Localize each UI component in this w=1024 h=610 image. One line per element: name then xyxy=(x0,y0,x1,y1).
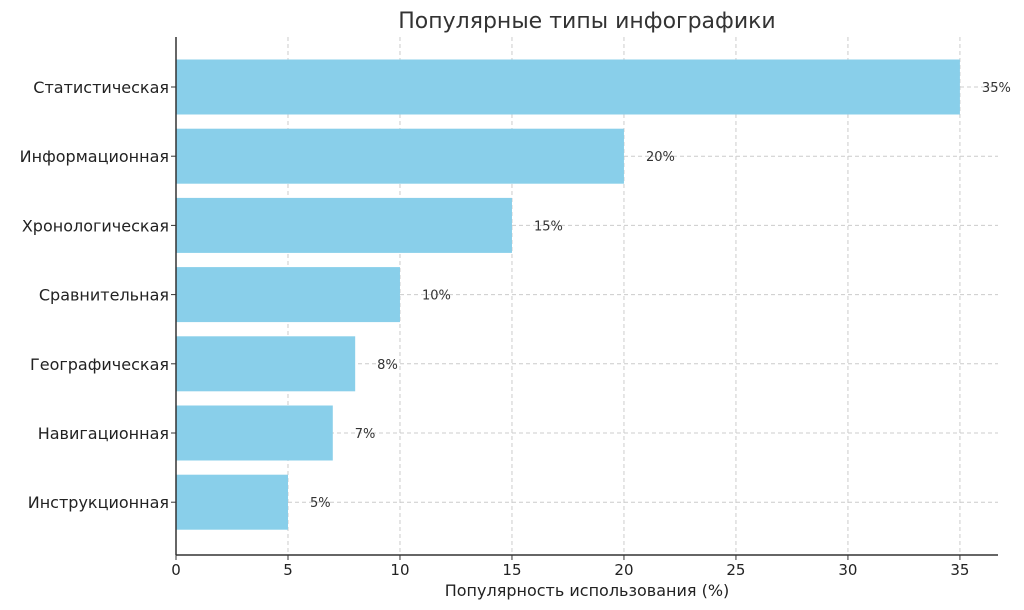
category-label: Инструкционная xyxy=(28,493,169,512)
x-tick-label: 10 xyxy=(390,561,409,579)
x-ticks: 0 5 10 15 20 25 30 35 xyxy=(171,555,969,579)
x-tick-label: 20 xyxy=(614,561,633,579)
bar xyxy=(176,405,333,461)
bars xyxy=(176,59,960,530)
bar xyxy=(176,267,400,323)
category-labels: Статистическая Информационная Хронологичес… xyxy=(20,78,176,512)
category-label: Хронологическая xyxy=(22,216,169,235)
category-label: Статистическая xyxy=(33,78,169,97)
bar-value-label: 35% xyxy=(982,81,1011,96)
bar-value-label: 10% xyxy=(422,289,451,304)
category-label: Навигационная xyxy=(38,424,169,443)
bar-value-label: 15% xyxy=(534,219,563,234)
category-label: Информационная xyxy=(20,147,169,166)
bar xyxy=(176,59,960,115)
value-labels: 35% 20% 15% 10% 8% 7% 5% xyxy=(310,81,1011,511)
x-tick-label: 25 xyxy=(726,561,745,579)
bar-value-label: 8% xyxy=(377,358,398,373)
bar-value-label: 20% xyxy=(646,150,675,165)
x-tick-label: 15 xyxy=(502,561,521,579)
category-label: Географическая xyxy=(30,355,169,374)
bar-value-label: 7% xyxy=(355,427,376,442)
bar xyxy=(176,336,356,392)
bar-value-label: 5% xyxy=(310,496,331,511)
category-label: Сравнительная xyxy=(39,286,169,305)
x-tick-label: 30 xyxy=(838,561,857,579)
bar xyxy=(176,128,624,184)
bar xyxy=(176,474,288,530)
bar xyxy=(176,197,512,253)
chart-title: Популярные типы инфографики xyxy=(398,9,775,34)
x-tick-label: 5 xyxy=(283,561,293,579)
x-tick-label: 35 xyxy=(950,561,969,579)
x-axis-label: Популярность использования (%) xyxy=(445,581,730,600)
x-tick-label: 0 xyxy=(171,561,181,579)
